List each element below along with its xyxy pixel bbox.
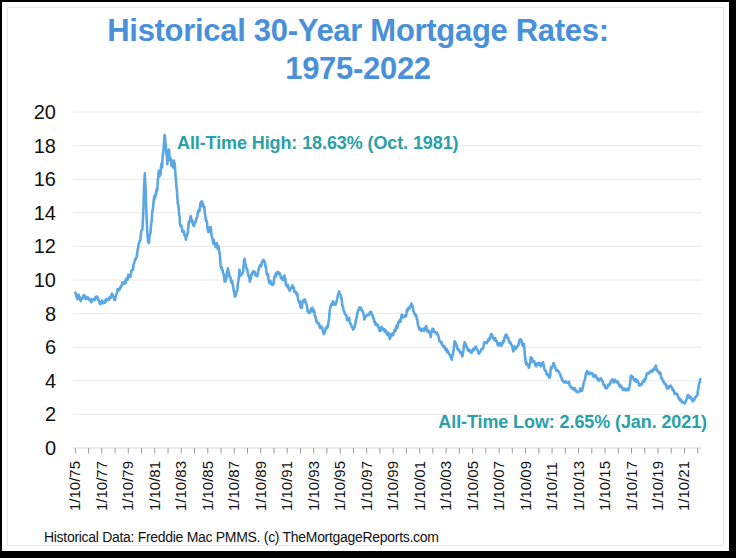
x-tick-label: 1/10/07	[490, 461, 507, 511]
x-tick-label: 1/10/05	[464, 461, 481, 511]
y-tick-label: 0	[0, 437, 56, 460]
y-tick-label: 10	[0, 269, 56, 292]
x-tick-label: 1/10/19	[649, 461, 666, 511]
annotation-all-time-low: All-Time Low: 2.65% (Jan. 2021)	[438, 412, 707, 433]
x-tick-label: 1/10/95	[331, 461, 348, 511]
x-tick-label: 1/10/79	[119, 461, 136, 511]
x-tick-label: 1/10/97	[358, 461, 375, 511]
annotation-all-time-high: All-Time High: 18.63% (Oct. 1981)	[177, 133, 458, 154]
x-tick-label: 1/10/87	[225, 461, 242, 511]
x-tick-label: 1/10/15	[596, 461, 613, 511]
x-tick-label: 1/10/83	[172, 461, 189, 511]
y-tick-label: 6	[0, 336, 56, 359]
x-tick-label: 1/10/03	[437, 461, 454, 511]
x-tick-label: 1/10/93	[305, 461, 322, 511]
x-tick-label: 1/10/17	[623, 461, 640, 511]
chart-title-line2: 1975-2022	[285, 51, 431, 86]
x-tick-label: 1/10/77	[93, 461, 110, 511]
y-tick-label: 20	[0, 101, 56, 124]
x-tick-label: 1/10/89	[252, 461, 269, 511]
source-footer: Historical Data: Freddie Mac PMMS. (c) T…	[44, 529, 439, 545]
rate-line-series	[75, 135, 700, 404]
chart-title-line1: Historical 30-Year Mortgage Rates:	[107, 13, 608, 48]
y-tick-label: 4	[0, 370, 56, 393]
y-tick-label: 12	[0, 235, 56, 258]
y-tick-label: 18	[0, 135, 56, 158]
x-tick-label: 1/10/21	[675, 461, 692, 511]
x-tick-label: 1/10/81	[146, 461, 163, 511]
x-tick-label: 1/10/75	[66, 461, 83, 511]
y-tick-label: 14	[0, 202, 56, 225]
x-tick-label: 1/10/85	[199, 461, 216, 511]
x-tick-label: 1/10/01	[411, 461, 428, 511]
chart-title: Historical 30-Year Mortgage Rates: 1975-…	[0, 12, 726, 88]
x-tick-label: 1/10/13	[570, 461, 587, 511]
x-tick-label: 1/10/11	[543, 462, 560, 511]
x-tick-label: 1/10/91	[278, 461, 295, 511]
y-tick-label: 16	[0, 168, 56, 191]
y-tick-label: 8	[0, 303, 56, 326]
x-tick-label: 1/10/99	[384, 461, 401, 511]
y-tick-label: 2	[0, 403, 56, 426]
x-tick-label: 1/10/09	[517, 461, 534, 511]
